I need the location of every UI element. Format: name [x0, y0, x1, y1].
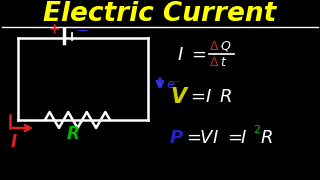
Text: Δ: Δ [210, 39, 219, 53]
Text: V: V [200, 129, 212, 147]
Text: t: t [220, 55, 225, 69]
Text: =: = [191, 46, 206, 64]
Text: I: I [241, 129, 246, 147]
Text: P: P [170, 129, 183, 147]
Text: I: I [213, 129, 218, 147]
Text: 2: 2 [253, 125, 260, 135]
Text: =: = [190, 88, 205, 106]
Text: I: I [206, 88, 211, 106]
Text: I: I [178, 46, 183, 64]
Text: +: + [48, 22, 60, 36]
Text: −: − [76, 24, 88, 38]
Text: Q: Q [220, 39, 230, 53]
Text: I: I [11, 133, 17, 151]
Text: Δ: Δ [210, 55, 219, 69]
Text: =: = [227, 129, 242, 147]
Text: R: R [261, 129, 274, 147]
Text: V: V [170, 87, 186, 107]
Text: Electric Current: Electric Current [44, 1, 276, 27]
Text: e⁻: e⁻ [166, 78, 180, 91]
Text: =: = [186, 129, 201, 147]
Text: R: R [67, 125, 79, 143]
Text: R: R [220, 88, 233, 106]
